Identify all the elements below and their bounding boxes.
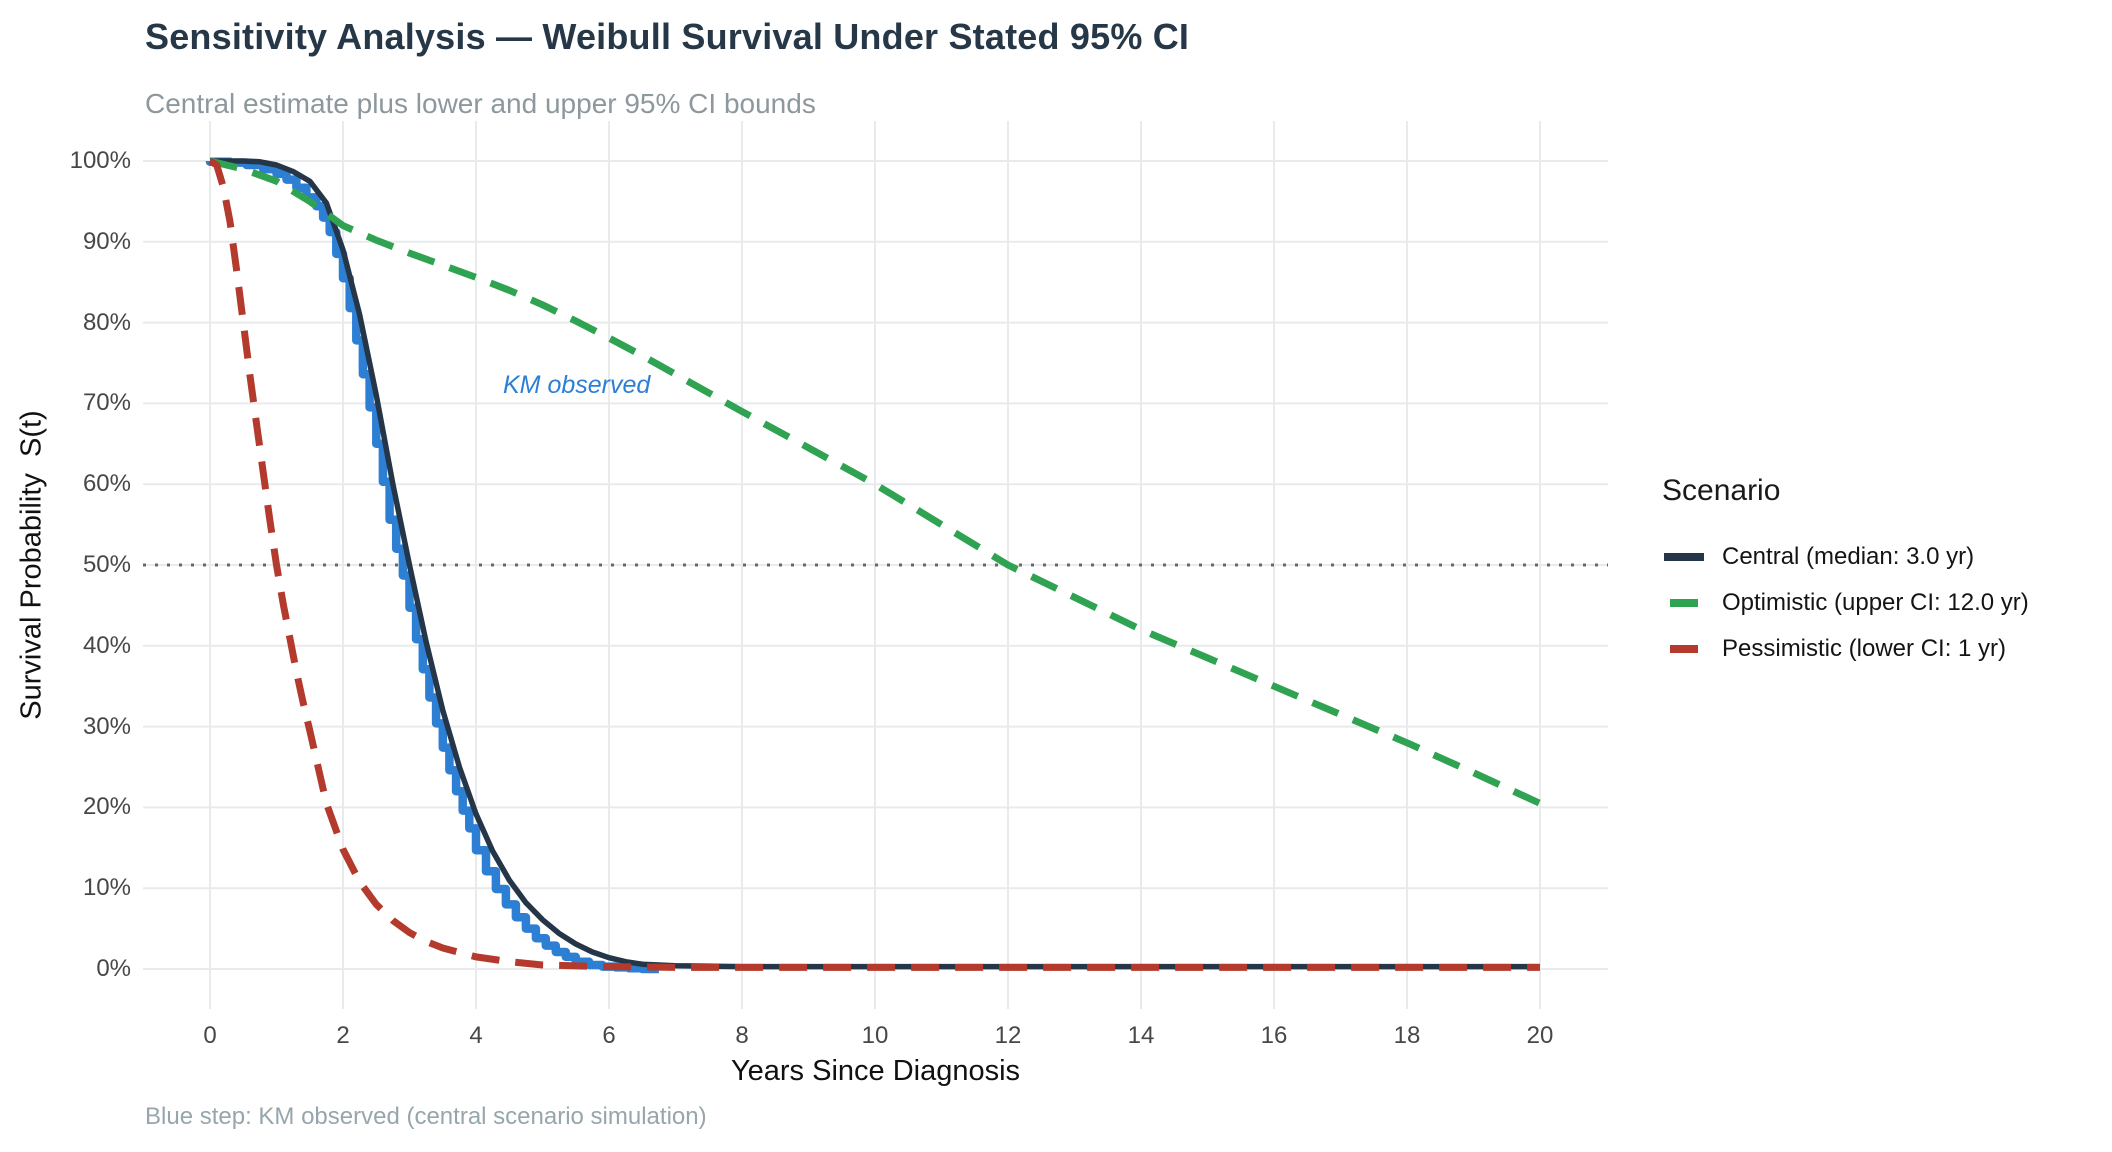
- x-tick-label: 8: [735, 1022, 749, 1049]
- x-tick-label: 4: [469, 1022, 483, 1049]
- legend-item: Optimistic (upper CI: 12.0 yr): [1662, 580, 2029, 626]
- plot-panel: KM observed: [143, 121, 1608, 1009]
- y-tick-label: 40%: [82, 632, 131, 659]
- legend-title: Scenario: [1662, 474, 1781, 507]
- legend-key-icon: [1670, 645, 1698, 653]
- legend-item-label: Central (median: 3.0 yr): [1722, 543, 1975, 570]
- km-annotation: KM observed: [503, 371, 651, 399]
- x-tick-label: 16: [1260, 1022, 1288, 1049]
- y-tick-label: 70%: [82, 389, 131, 416]
- legend-item: Pessimistic (lower CI: 1 yr): [1662, 626, 2029, 672]
- x-tick-label: 20: [1526, 1022, 1554, 1049]
- y-tick-label: 20%: [82, 793, 131, 820]
- legend-items: Central (median: 3.0 yr) Optimistic (uppe…: [1662, 534, 2029, 672]
- y-axis-title: Survival Probability S(t): [15, 410, 48, 720]
- legend-item-label: Optimistic (upper CI: 12.0 yr): [1722, 589, 2029, 616]
- survival-curve-central: [210, 158, 1540, 970]
- y-tick-label: 10%: [82, 874, 131, 901]
- chart-subtitle: Central estimate plus lower and upper 95…: [145, 88, 816, 119]
- x-tick-label: 12: [994, 1022, 1022, 1049]
- y-tick-label: 50%: [82, 551, 131, 578]
- legend: Scenario Central (median: 3.0 yr) Optimis…: [1662, 460, 2029, 672]
- survival-curve-optimistic: [209, 157, 1542, 807]
- legend-key-icon: [1670, 599, 1698, 607]
- x-tick-label: 10: [861, 1022, 889, 1049]
- y-tick-label: 30%: [82, 713, 131, 740]
- y-tick-label: 0%: [96, 955, 131, 982]
- legend-item: Central (median: 3.0 yr): [1662, 534, 2029, 580]
- legend-item-label: Pessimistic (lower CI: 1 yr): [1722, 635, 2007, 662]
- x-tick-label: 6: [602, 1022, 616, 1049]
- y-tick-label: 80%: [82, 309, 131, 336]
- chart-title: Sensitivity Analysis — Weibull Survival …: [145, 16, 1190, 57]
- x-axis-title: Years Since Diagnosis: [730, 1055, 1021, 1087]
- survival-curve-pessimistic: [208, 157, 1540, 971]
- y-tick-label: 100%: [69, 147, 131, 174]
- x-tick-label: 14: [1127, 1022, 1155, 1049]
- y-tick-label: 60%: [82, 470, 131, 497]
- legend-key-icon: [1664, 553, 1704, 561]
- caption: Blue step: KM observed (central scenario…: [145, 1103, 707, 1130]
- x-tick-label: 0: [203, 1022, 217, 1049]
- x-tick-label: 18: [1393, 1022, 1421, 1049]
- x-tick-label: 2: [336, 1022, 350, 1049]
- y-tick-label: 90%: [82, 228, 131, 255]
- plot-svg: [143, 121, 1608, 1009]
